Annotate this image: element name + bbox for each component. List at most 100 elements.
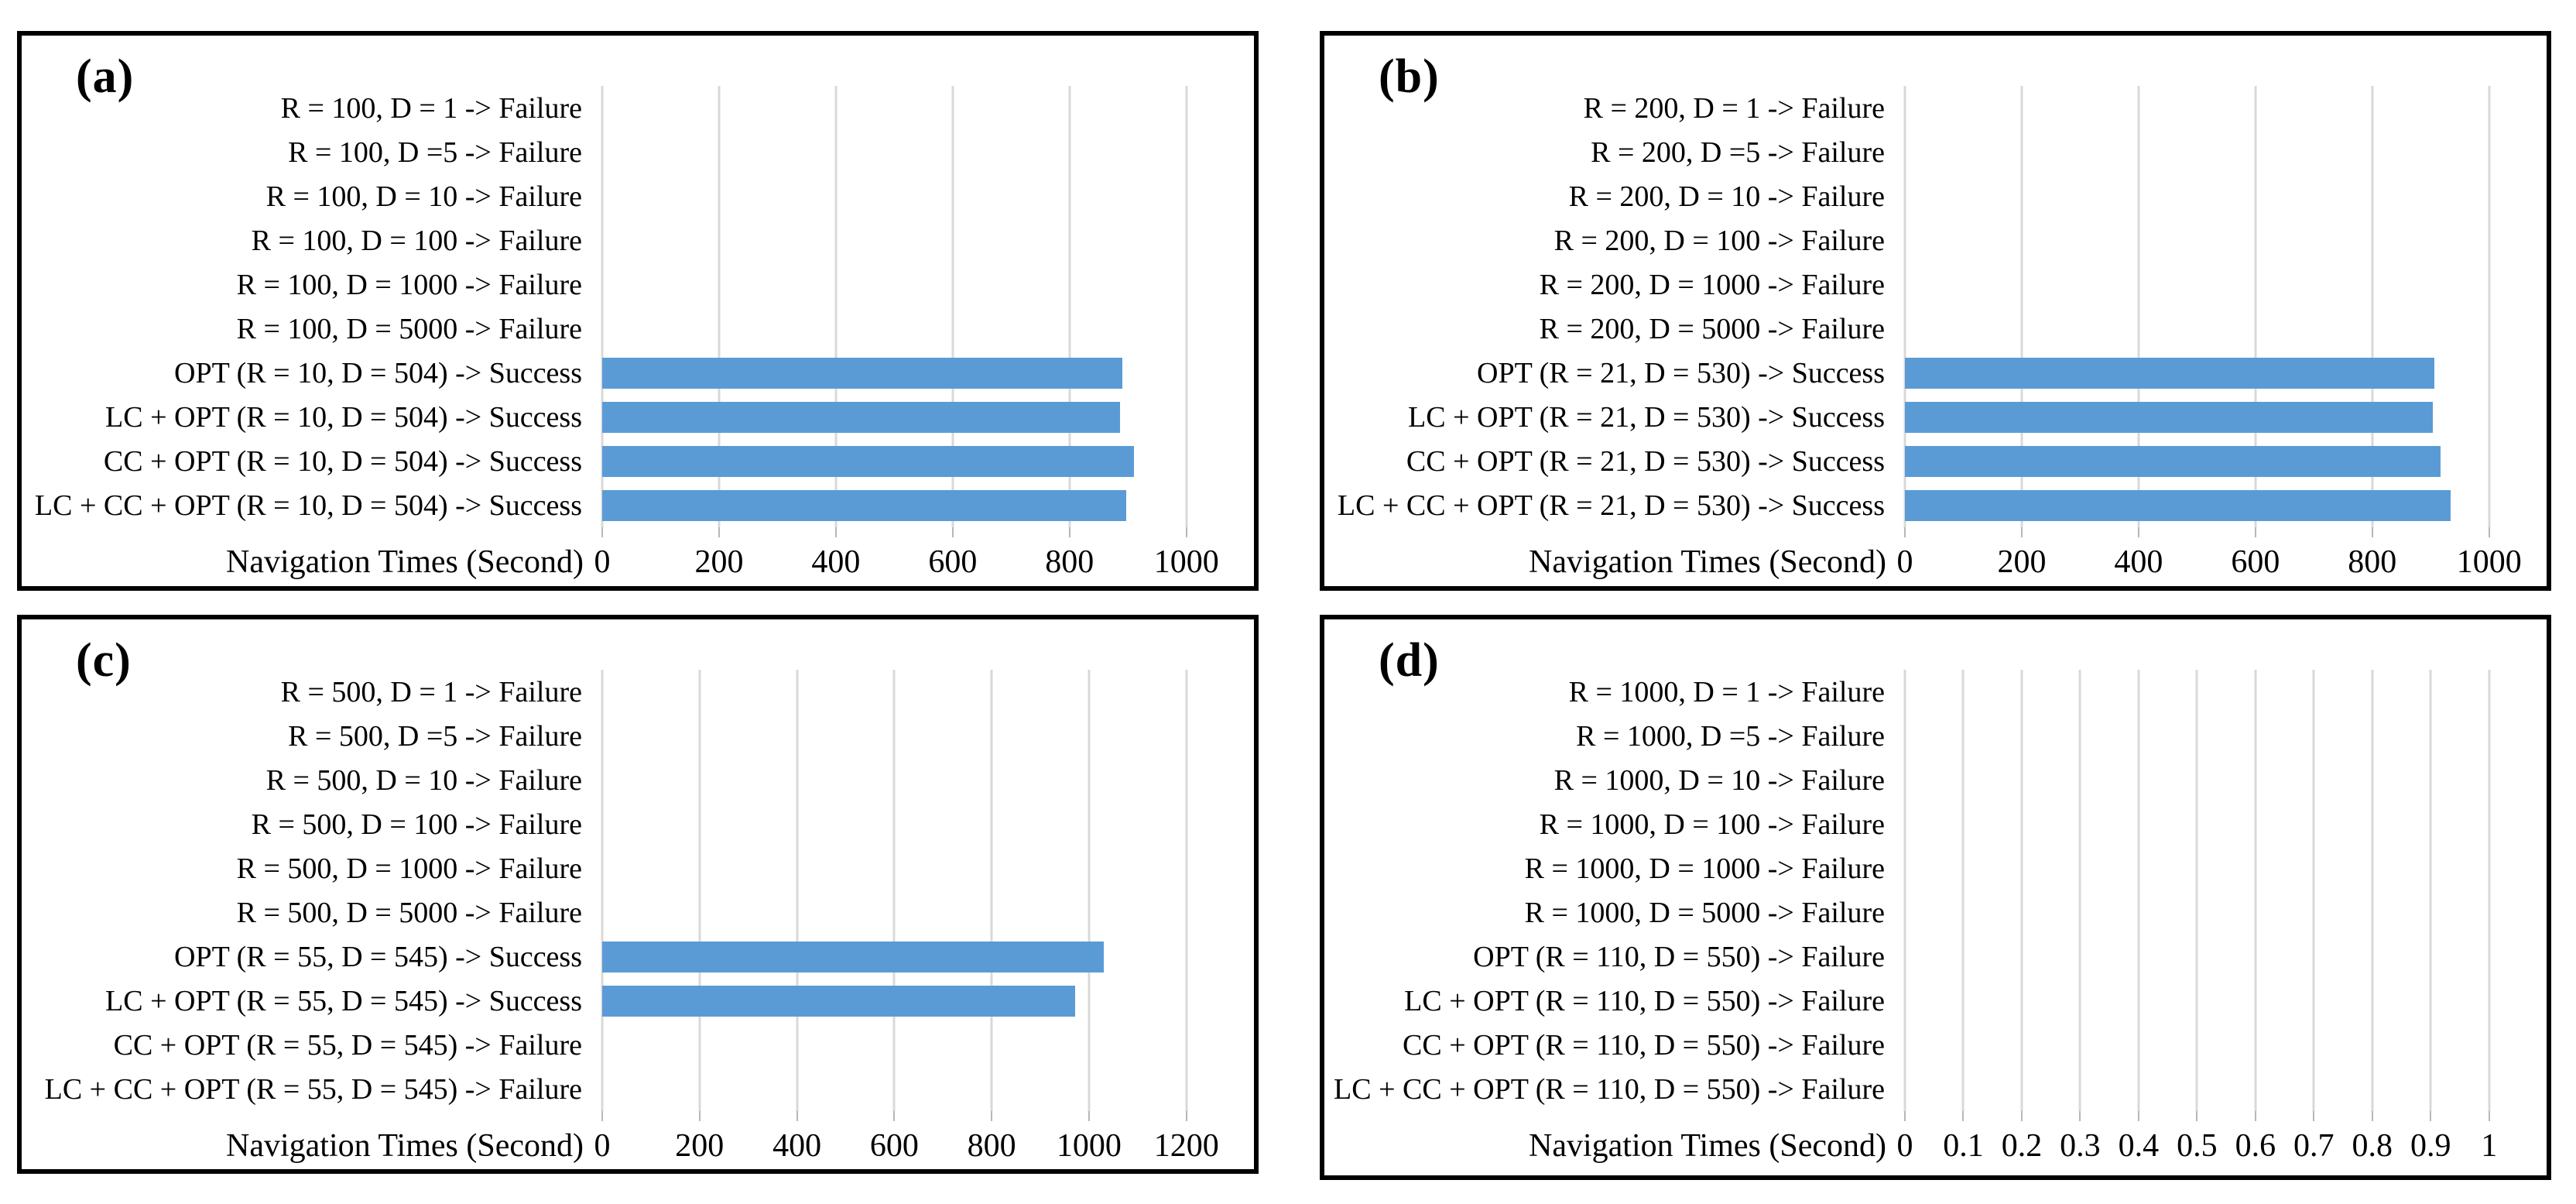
- category-label: CC + OPT (R = 55, D = 545) -> Failure: [113, 1028, 582, 1062]
- panel-letter: (b): [1379, 50, 1440, 103]
- tick-label: 0.9: [2410, 1128, 2451, 1164]
- bar: [1905, 357, 2434, 389]
- gridline: [834, 86, 838, 527]
- tick-label: 0: [1896, 1128, 1913, 1164]
- tick-mark: [1185, 527, 1187, 537]
- tick-mark: [2488, 527, 2490, 537]
- tick-mark: [2488, 1111, 2490, 1121]
- tick-mark: [601, 1111, 603, 1121]
- bar: [602, 445, 1134, 477]
- tick-label: 0.3: [2060, 1128, 2101, 1164]
- category-label: LC + OPT (R = 21, D = 530) -> Success: [1408, 400, 1885, 434]
- tick-mark: [991, 1111, 993, 1121]
- category-label: R = 500, D = 5000 -> Failure: [236, 896, 582, 929]
- tick-mark: [2313, 1111, 2315, 1121]
- gridline: [2254, 86, 2257, 527]
- category-label: R = 200, D = 10 -> Failure: [1568, 180, 1885, 213]
- axis-tick-labels: 0 0.1 0.2 0.3 0.4 0.5 0.6 0.7 0.8 0.9 1: [1897, 1127, 2524, 1166]
- tick-label: 200: [675, 1128, 724, 1164]
- category-label: R = 500, D = 1 -> Failure: [280, 675, 582, 708]
- tick-label: 0.1: [1943, 1128, 1984, 1164]
- category-label: R = 500, D = 1000 -> Failure: [236, 852, 582, 885]
- chart-panel-d: (d) R = 1000, D = 1 -> Failure R = 1000, …: [1320, 615, 2551, 1180]
- category-label: LC + OPT (R = 110, D = 550) -> Failure: [1404, 984, 1885, 1017]
- axis-tick-labels: 0 200 400 600 800 1000: [594, 544, 1221, 582]
- category-label: LC + CC + OPT (R = 55, D = 545) -> Failu…: [44, 1072, 582, 1106]
- category-label: R = 1000, D = 100 -> Failure: [1539, 808, 1885, 841]
- gridline: [601, 670, 604, 1111]
- x-axis-label: Navigation Times (Second): [226, 1128, 584, 1164]
- category-label: R = 1000, D = 10 -> Failure: [1553, 763, 1885, 797]
- tick-label: 0.4: [2118, 1128, 2160, 1164]
- axis-tick-labels: 0 200 400 600 800 1000: [1897, 544, 2524, 582]
- category-label: LC + OPT (R = 55, D = 545) -> Success: [105, 984, 582, 1017]
- gridline: [1903, 670, 1906, 1111]
- category-label: R = 200, D =5 -> Failure: [1591, 135, 1885, 169]
- category-label: R = 200, D = 100 -> Failure: [1553, 224, 1885, 257]
- category-label: R = 100, D = 5000 -> Failure: [236, 312, 582, 345]
- gridline: [892, 670, 896, 1111]
- gridline: [1068, 86, 1071, 527]
- x-axis-label: Navigation Times (Second): [1529, 1128, 1886, 1164]
- gridline: [1088, 670, 1091, 1111]
- tick-label: 200: [1997, 544, 2047, 580]
- category-label: R = 1000, D = 5000 -> Failure: [1524, 896, 1885, 929]
- bar: [602, 401, 1120, 433]
- category-label: OPT (R = 10, D = 504) -> Success: [174, 356, 582, 389]
- tick-label: 0: [594, 1128, 611, 1164]
- bar: [602, 489, 1126, 521]
- axis-tick-labels: 0 200 400 600 800 1000 1200: [594, 1127, 1221, 1166]
- tick-label: 600: [869, 1128, 919, 1164]
- gridline: [951, 86, 954, 527]
- category-label: R = 100, D =5 -> Failure: [288, 135, 582, 169]
- x-axis-label: Navigation Times (Second): [1529, 544, 1886, 580]
- tick-mark: [2137, 1111, 2139, 1121]
- tick-mark: [2020, 1111, 2023, 1121]
- gridline: [2137, 86, 2140, 527]
- tick-mark: [834, 527, 837, 537]
- bar: [602, 357, 1122, 389]
- axis-ticks: [1904, 527, 2524, 538]
- axis-ticks: [1904, 1111, 2524, 1122]
- tick-label: 0.7: [2293, 1128, 2334, 1164]
- tick-label: 1000: [1153, 544, 1219, 580]
- tick-mark: [893, 1111, 896, 1121]
- tick-mark: [2254, 1111, 2256, 1121]
- bar: [1905, 489, 2451, 521]
- tick-mark: [698, 1111, 701, 1121]
- category-label: R = 1000, D = 1 -> Failure: [1568, 675, 1885, 708]
- x-axis-label: Navigation Times (Second): [226, 544, 584, 580]
- bar: [1905, 401, 2434, 433]
- gridline: [990, 670, 993, 1111]
- category-label: R = 1000, D =5 -> Failure: [1576, 719, 1885, 753]
- category-label: OPT (R = 21, D = 530) -> Success: [1477, 356, 1885, 389]
- panel-letter: (c): [76, 634, 132, 687]
- tick-mark: [601, 527, 603, 537]
- gridline: [2020, 670, 2023, 1111]
- tick-label: 400: [772, 1128, 822, 1164]
- gridline: [718, 86, 721, 527]
- tick-label: 0.8: [2352, 1128, 2393, 1164]
- tick-mark: [2430, 1111, 2432, 1121]
- gridline: [2488, 670, 2491, 1111]
- category-label: R = 200, D = 1000 -> Failure: [1539, 268, 1885, 301]
- tick-mark: [1904, 527, 1906, 537]
- tick-mark: [2371, 527, 2373, 537]
- category-labels: R = 100, D = 1 -> Failure R = 100, D =5 -…: [22, 86, 602, 527]
- category-label: OPT (R = 55, D = 545) -> Success: [174, 940, 582, 973]
- tick-label: 800: [2348, 544, 2397, 580]
- category-label: R = 1000, D = 1000 -> Failure: [1524, 852, 1885, 885]
- tick-label: 400: [2114, 544, 2163, 580]
- category-label: R = 100, D = 1000 -> Failure: [236, 268, 582, 301]
- gridline: [2429, 670, 2432, 1111]
- tick-label: 1200: [1153, 1128, 1219, 1164]
- category-label: LC + CC + OPT (R = 110, D = 550) -> Fail…: [1334, 1072, 1885, 1106]
- bar: [1905, 445, 2441, 477]
- category-label: LC + CC + OPT (R = 21, D = 530) -> Succe…: [1337, 489, 1885, 522]
- plot-area: [1903, 86, 2524, 527]
- tick-label: 1: [2481, 1128, 2498, 1164]
- tick-label: 0: [1896, 544, 1913, 580]
- tick-mark: [1185, 1111, 1187, 1121]
- tick-mark: [1962, 1111, 1965, 1121]
- tick-label: 600: [928, 544, 978, 580]
